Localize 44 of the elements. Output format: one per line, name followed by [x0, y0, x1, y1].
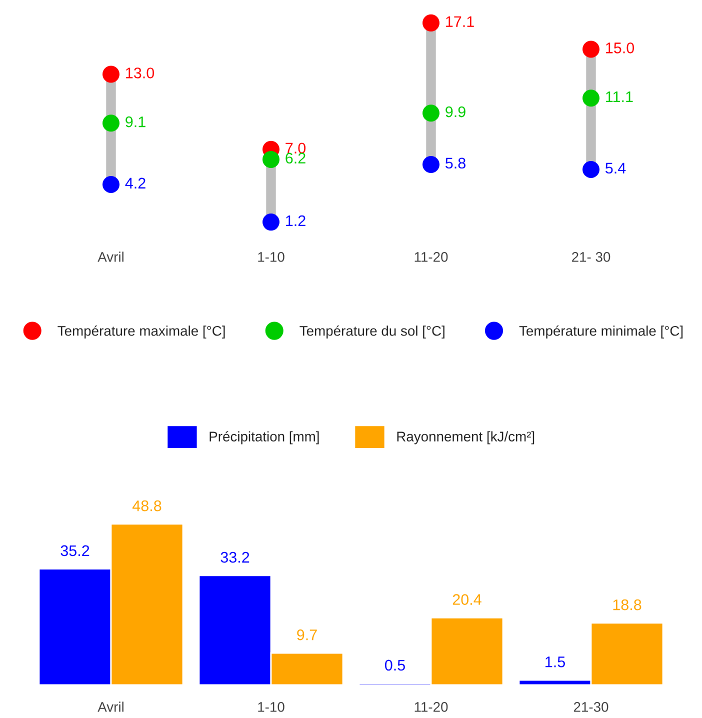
data-label: 20.4 — [452, 594, 482, 605]
point — [102, 66, 120, 83]
x-tick-label: 1-10 — [258, 252, 284, 262]
data-label: 11.1 — [606, 92, 633, 102]
data-label: 9.1 — [126, 116, 146, 128]
legend-label: Précipitation [mm] — [210, 431, 319, 444]
data-label: 33.2 — [220, 552, 250, 563]
data-label: 4.2 — [125, 178, 146, 188]
x-tick-label: 21-30 — [574, 702, 608, 712]
point — [582, 90, 600, 107]
point — [102, 114, 120, 132]
data-label: 35.2 — [60, 545, 90, 556]
x-tick-label: 11-20 — [414, 252, 448, 262]
data-label: 48.8 — [132, 500, 162, 512]
legend-label: Température du sol [°C] — [300, 325, 444, 339]
data-label: 18.8 — [613, 599, 642, 610]
legend-label: Rayonnement [kJ/cm²] — [397, 431, 534, 444]
data-label: 1.5 — [546, 656, 565, 668]
data-label: 1.2 — [286, 215, 306, 226]
x-tick-label: 21- 30 — [572, 252, 610, 262]
x-tick-label: Avril — [98, 252, 124, 262]
point — [422, 156, 440, 173]
data-label: 5.8 — [446, 158, 466, 169]
legend-label: Température maximale [°C] — [58, 325, 225, 339]
data-label: 7.0 — [286, 142, 306, 154]
data-label: 0.5 — [384, 660, 405, 671]
point — [262, 150, 280, 168]
data-label: 9.9 — [446, 106, 466, 118]
x-tick-label: 1-10 — [258, 702, 284, 712]
point — [262, 214, 280, 231]
data-label: 15.0 — [606, 42, 634, 54]
data-label: 13.0 — [126, 68, 154, 78]
point — [582, 160, 600, 178]
x-tick-label: Avril — [98, 702, 124, 712]
point — [422, 104, 440, 122]
x-tick-label: 11-20 — [414, 702, 448, 712]
legend-label: Température minimale [°C] — [519, 325, 683, 339]
point — [582, 40, 600, 58]
data-label: 5.4 — [606, 162, 626, 174]
point — [422, 14, 440, 32]
data-label: 9.7 — [297, 629, 317, 640]
point — [102, 176, 120, 193]
data-label: 6.2 — [286, 152, 306, 164]
data-label: 17.1 — [446, 16, 474, 27]
